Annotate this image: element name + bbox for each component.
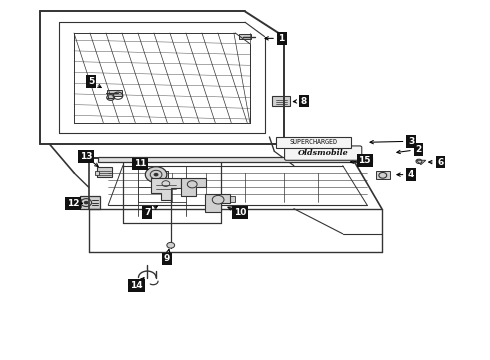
Text: 5: 5 <box>88 77 94 86</box>
Polygon shape <box>416 160 426 165</box>
Text: 13: 13 <box>80 152 93 161</box>
Text: 6: 6 <box>437 158 443 167</box>
FancyBboxPatch shape <box>98 167 112 177</box>
Text: 10: 10 <box>234 208 246 217</box>
Text: 14: 14 <box>130 281 143 290</box>
Text: 12: 12 <box>67 199 79 208</box>
FancyBboxPatch shape <box>76 199 81 207</box>
Text: 8: 8 <box>300 96 307 105</box>
Polygon shape <box>98 157 362 162</box>
FancyBboxPatch shape <box>107 90 122 96</box>
Text: 2: 2 <box>416 145 421 154</box>
Circle shape <box>146 167 167 183</box>
FancyBboxPatch shape <box>376 171 390 179</box>
Text: 3: 3 <box>408 137 414 146</box>
Text: SUPERCHARGED: SUPERCHARGED <box>290 139 338 145</box>
FancyBboxPatch shape <box>95 171 99 175</box>
FancyBboxPatch shape <box>225 196 235 202</box>
Text: 11: 11 <box>134 159 146 168</box>
FancyBboxPatch shape <box>156 171 168 178</box>
Text: 1: 1 <box>278 34 285 43</box>
Polygon shape <box>180 178 206 196</box>
Text: 4: 4 <box>408 170 415 179</box>
Polygon shape <box>151 178 180 200</box>
FancyBboxPatch shape <box>239 34 251 40</box>
FancyBboxPatch shape <box>80 196 100 210</box>
Polygon shape <box>205 194 230 212</box>
Text: Oldsmobile: Oldsmobile <box>298 149 348 157</box>
FancyBboxPatch shape <box>285 146 362 160</box>
Text: 7: 7 <box>144 208 150 217</box>
Circle shape <box>107 95 115 100</box>
Circle shape <box>167 242 174 248</box>
Circle shape <box>154 173 159 176</box>
Circle shape <box>84 201 89 204</box>
Text: 9: 9 <box>164 255 170 264</box>
FancyBboxPatch shape <box>272 96 291 107</box>
FancyBboxPatch shape <box>276 136 351 148</box>
Text: 15: 15 <box>359 156 371 165</box>
